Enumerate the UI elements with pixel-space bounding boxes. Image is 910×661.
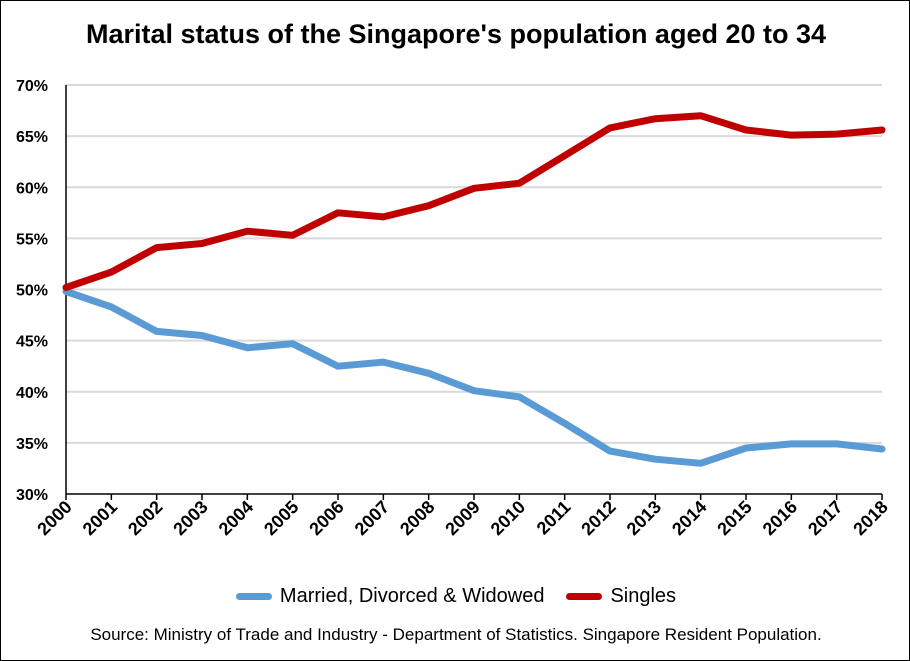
x-tick-label: 2006	[305, 497, 347, 539]
legend-item-singles: Singles	[566, 585, 676, 608]
x-tick-label: 2003	[169, 497, 211, 539]
x-tick-label: 2007	[351, 497, 393, 539]
y-tick-label: 30%	[16, 487, 48, 504]
series-line-married	[62, 288, 886, 467]
legend: Married, Divorced & Widowed Singles	[1, 585, 910, 608]
y-tick-label: 70%	[16, 78, 48, 95]
x-tick-label: 2009	[441, 497, 483, 539]
x-tick-label: 2005	[260, 497, 302, 539]
x-tick-label: 2013	[623, 497, 665, 539]
y-tick-label: 55%	[16, 231, 48, 248]
y-tick-label: 45%	[16, 334, 48, 351]
legend-label-married: Married, Divorced & Widowed	[279, 585, 545, 607]
y-tick-label: 60%	[16, 180, 48, 197]
x-tick-label: 2014	[668, 497, 710, 539]
legend-swatch-singles	[566, 593, 603, 600]
axes	[65, 85, 883, 500]
x-tick-label: 2016	[759, 497, 801, 539]
x-tick-label: 2010	[487, 497, 529, 539]
y-tick-labels: 30% 35% 40% 45% 50% 55% 60% 65% 70%	[16, 78, 48, 504]
x-tick-label: 2001	[79, 497, 121, 539]
y-tick-label: 50%	[16, 283, 48, 300]
y-tick-label: 35%	[16, 436, 48, 453]
x-tick-labels: 2000 2001 2002 2003 2004 2005 2006 2007 2008 2009…	[33, 497, 891, 539]
source-note: Source: Ministry of Trade and Industry -…	[90, 625, 822, 644]
x-tick-label: 2011	[533, 497, 575, 539]
legend-swatch-married	[235, 593, 272, 600]
plot-area: 30% 35% 40% 45% 50% 55% 60% 65% 70% 2000 2001 2002…	[16, 78, 892, 539]
chart-title: Marital status of the Singapore's popula…	[85, 19, 827, 49]
x-tick-label: 2002	[124, 497, 166, 539]
x-tick-label: 2015	[713, 497, 755, 539]
x-tick-label: 2008	[396, 497, 438, 539]
x-tick-label: 2018	[849, 497, 891, 539]
series-lines	[62, 112, 886, 467]
x-tick-label: 2004	[215, 497, 257, 539]
x-tick-label: 2017	[804, 497, 846, 539]
y-tick-label: 40%	[16, 385, 48, 402]
series-line-singles	[62, 112, 886, 291]
legend-item-married: Married, Divorced & Widowed	[235, 585, 545, 608]
x-tick-label: 2012	[577, 497, 619, 539]
legend-label-singles: Singles	[610, 585, 677, 607]
y-tick-label: 65%	[16, 129, 48, 146]
